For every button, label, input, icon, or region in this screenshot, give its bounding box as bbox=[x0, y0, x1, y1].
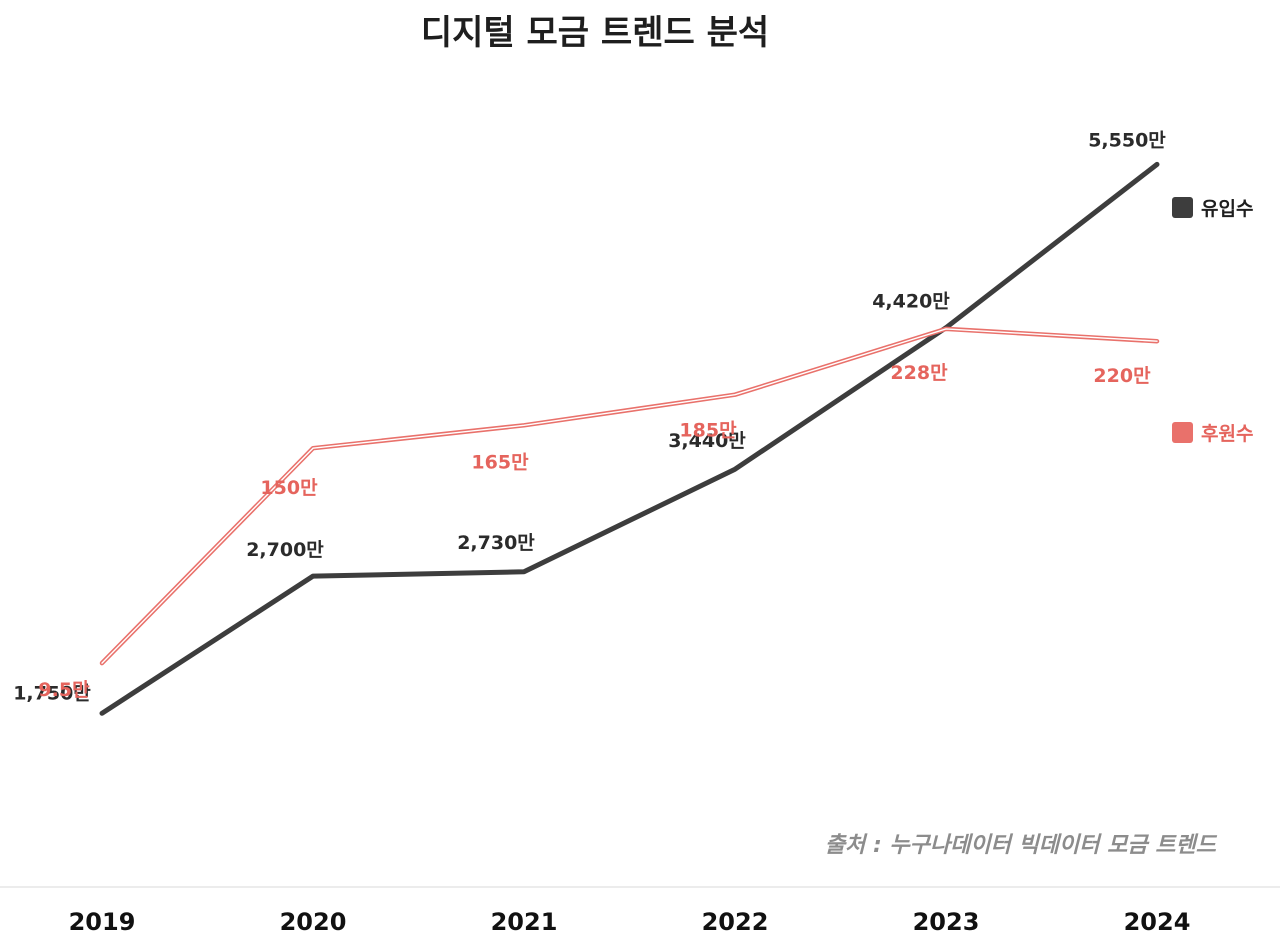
series-0-label-2019: 1,750만 bbox=[13, 682, 91, 704]
series-1-label-2020: 150만 bbox=[260, 477, 318, 499]
legend-swatch-1 bbox=[1172, 422, 1193, 443]
data-label-layer: 1,750만 2,700만 2,730만 3,440만 4,420만 5,550만 9.5만… bbox=[13, 129, 1166, 704]
series-1-label-2021: 165만 bbox=[471, 451, 529, 473]
series-0-label-2020: 2,700만 bbox=[246, 539, 324, 561]
chart-title: 디지털 모금 트렌드 분석 bbox=[421, 13, 769, 53]
legend-label-0: 유입수 bbox=[1201, 198, 1253, 220]
legend-swatch-0 bbox=[1172, 197, 1193, 218]
x-tick-label-2020: 2020 bbox=[280, 908, 347, 936]
x-tick-label-2019: 2019 bbox=[69, 908, 136, 936]
series-1-line-inner bbox=[101, 328, 1158, 664]
series-layer bbox=[99, 161, 1160, 716]
series-1-label-2024: 220만 bbox=[1093, 365, 1151, 387]
x-tick-label-2024: 2024 bbox=[1124, 908, 1191, 936]
series-0-line bbox=[99, 161, 1160, 716]
legend-label-1: 후원수 bbox=[1201, 423, 1253, 445]
series-0-label-2023: 4,420만 bbox=[872, 291, 950, 313]
x-tick-label-2022: 2022 bbox=[702, 908, 769, 936]
series-0-label-2021: 2,730만 bbox=[457, 532, 535, 554]
source-note: 출처 : 누구나데이터 빅데이터 모금 트렌드 bbox=[825, 833, 1218, 858]
x-axis-ticks: 2019 2020 2021 2022 2023 2024 bbox=[69, 908, 1191, 936]
series-1-label-2022: 185만 bbox=[679, 420, 737, 442]
x-tick-label-2023: 2023 bbox=[913, 908, 980, 936]
series-0-label-2022: 3,440만 bbox=[668, 430, 746, 452]
series-1-label-2019: 9.5만 bbox=[38, 679, 90, 701]
x-tick-label-2021: 2021 bbox=[491, 908, 558, 936]
series-0-label-2024: 5,550만 bbox=[1088, 129, 1166, 151]
series-1-label-2023: 228만 bbox=[890, 362, 948, 384]
